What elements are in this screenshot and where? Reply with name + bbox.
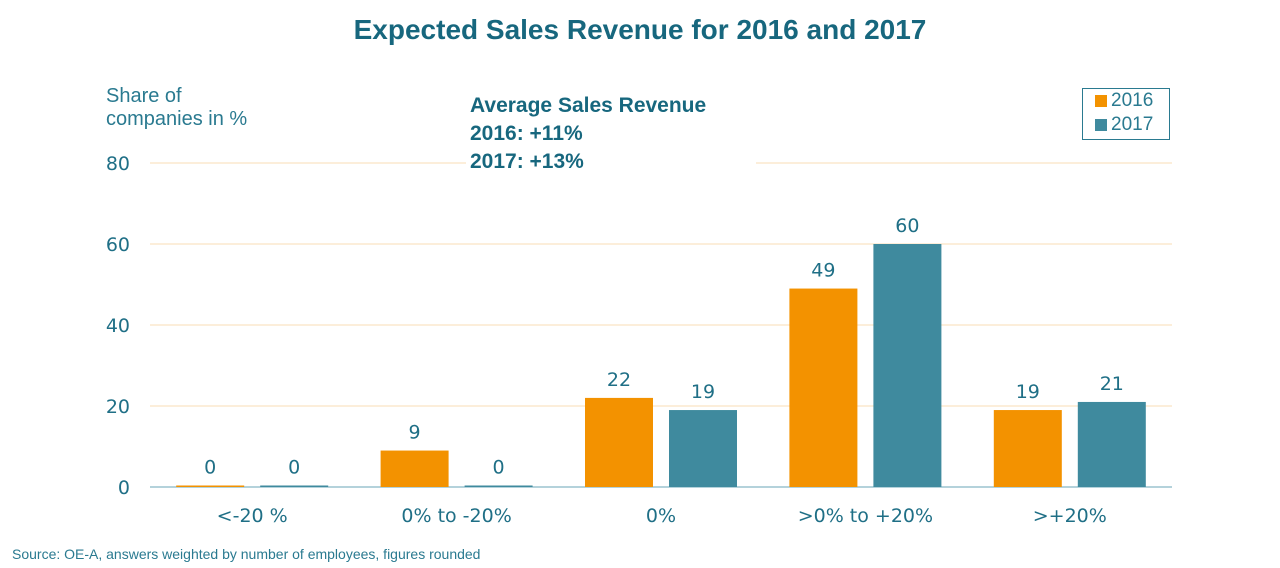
data-label-2017: 19	[691, 381, 715, 403]
x-tick-labels: <-20 % 0% to -20% 0% >0% to +20% >+20%	[217, 505, 1107, 527]
source-note: Source: OE-A, answers weighted by number…	[12, 546, 481, 562]
legend-item-2016: 2016	[1083, 89, 1169, 113]
x-tick-label: 0%	[646, 505, 676, 527]
legend: 2016 2017	[1082, 88, 1170, 140]
bar-2016-2	[585, 397, 653, 487]
data-label-2016: 22	[607, 369, 631, 391]
bar-2016-4	[993, 410, 1062, 487]
chart-title: Expected Sales Revenue for 2016 and 2017	[353, 14, 927, 45]
bar-2016-0	[176, 485, 245, 487]
legend-label-2016: 2016	[1111, 90, 1154, 111]
bar-2017-1	[464, 485, 533, 487]
annotation-heading: Average Sales Revenue	[470, 94, 707, 117]
y-axis-label-line1: Share of	[106, 85, 182, 107]
bar-2017-3	[873, 244, 942, 487]
bar-2017-0	[260, 485, 329, 487]
annotation-2016: 2016: +11%	[470, 122, 583, 145]
legend-label-2017: 2017	[1111, 114, 1154, 135]
data-label-2016: 0	[204, 457, 216, 479]
data-labels: 0 0 9 0 22 19 49 60 19 21	[204, 215, 1124, 479]
data-label-2016: 9	[409, 422, 421, 444]
x-tick-label: >+20%	[1033, 505, 1107, 527]
y-tick-label: 60	[106, 234, 130, 256]
data-label-2017: 0	[493, 457, 505, 479]
bar-2017-2	[669, 410, 737, 487]
y-axis-label-line2: companies in %	[106, 108, 248, 130]
average-revenue-annotation: Average Sales Revenue 2016: +11% 2017: +…	[466, 92, 756, 176]
legend-item-2017: 2017	[1083, 113, 1169, 137]
y-axis-label: Share of companies in %	[106, 85, 247, 131]
data-label-2017: 60	[895, 215, 919, 237]
bar-2017-4	[1077, 401, 1146, 487]
legend-swatch-2017	[1095, 119, 1107, 131]
bars	[176, 244, 1146, 487]
data-label-2016: 19	[1016, 381, 1040, 403]
data-label-2017: 21	[1100, 373, 1124, 395]
bar-2016-3	[789, 288, 858, 487]
legend-swatch-2016	[1095, 95, 1107, 107]
y-tick-label: 40	[106, 315, 130, 337]
y-tick-label: 20	[106, 396, 130, 418]
y-tick-labels: 0 20 40 60 80	[106, 153, 130, 499]
annotation-2017: 2017: +13%	[470, 150, 584, 173]
x-tick-label: >0% to +20%	[798, 505, 933, 527]
data-label-2016: 49	[811, 260, 835, 282]
x-tick-label: <-20 %	[217, 505, 288, 527]
y-tick-label: 80	[106, 153, 130, 175]
bar-2016-1	[380, 450, 449, 487]
x-tick-label: 0% to -20%	[401, 505, 511, 527]
y-tick-label: 0	[118, 477, 130, 499]
data-label-2017: 0	[288, 457, 300, 479]
